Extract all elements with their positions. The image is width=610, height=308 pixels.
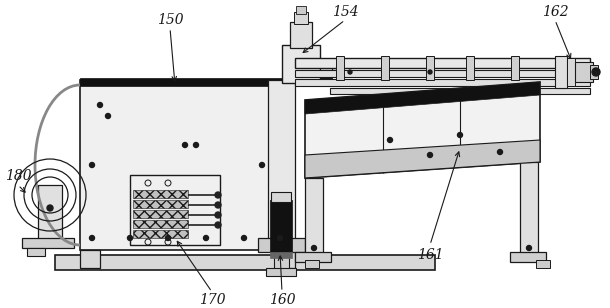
Bar bbox=[80, 250, 100, 268]
Circle shape bbox=[106, 114, 110, 119]
Circle shape bbox=[215, 192, 221, 198]
Circle shape bbox=[428, 70, 432, 74]
Bar bbox=[520, 162, 538, 256]
Bar bbox=[330, 88, 590, 94]
Circle shape bbox=[215, 212, 221, 218]
Bar bbox=[130, 175, 220, 245]
Circle shape bbox=[278, 236, 282, 241]
Bar bbox=[271, 192, 291, 202]
Bar bbox=[296, 6, 306, 14]
Bar bbox=[305, 260, 319, 268]
Bar bbox=[381, 56, 389, 80]
Bar bbox=[510, 252, 546, 262]
Bar bbox=[295, 252, 331, 262]
Circle shape bbox=[90, 163, 95, 168]
Bar bbox=[258, 238, 305, 252]
Bar bbox=[133, 230, 188, 238]
Circle shape bbox=[165, 236, 171, 241]
Bar bbox=[426, 56, 434, 80]
Bar bbox=[133, 200, 188, 208]
Bar bbox=[332, 65, 340, 77]
Bar bbox=[305, 178, 323, 256]
Text: 161: 161 bbox=[417, 248, 443, 262]
Bar bbox=[295, 70, 590, 77]
Circle shape bbox=[182, 143, 187, 148]
Bar bbox=[555, 56, 567, 88]
Circle shape bbox=[127, 236, 132, 241]
Bar bbox=[274, 252, 289, 272]
Text: 180: 180 bbox=[5, 169, 31, 183]
Bar bbox=[336, 56, 344, 80]
Circle shape bbox=[98, 103, 102, 107]
Circle shape bbox=[215, 202, 221, 208]
Bar bbox=[295, 79, 590, 86]
Circle shape bbox=[387, 137, 392, 143]
Bar bbox=[133, 220, 188, 228]
Circle shape bbox=[592, 68, 600, 76]
Circle shape bbox=[458, 132, 462, 137]
Polygon shape bbox=[305, 82, 540, 114]
Bar bbox=[290, 22, 312, 48]
Bar bbox=[80, 78, 295, 86]
Bar bbox=[22, 238, 74, 248]
Text: 170: 170 bbox=[199, 293, 225, 307]
Bar bbox=[133, 190, 188, 198]
Bar bbox=[275, 250, 295, 268]
Text: 160: 160 bbox=[268, 293, 295, 307]
Bar bbox=[266, 268, 296, 276]
Text: 162: 162 bbox=[542, 5, 569, 19]
Bar bbox=[55, 255, 435, 270]
Circle shape bbox=[47, 205, 53, 211]
Circle shape bbox=[348, 70, 352, 74]
Bar bbox=[27, 248, 45, 256]
Bar bbox=[295, 58, 590, 68]
Circle shape bbox=[90, 236, 95, 241]
Bar bbox=[270, 252, 292, 258]
Bar bbox=[133, 210, 188, 218]
Circle shape bbox=[204, 236, 209, 241]
Text: 154: 154 bbox=[332, 5, 358, 19]
Bar bbox=[511, 56, 519, 80]
Circle shape bbox=[193, 143, 198, 148]
Circle shape bbox=[428, 152, 432, 157]
Circle shape bbox=[312, 245, 317, 250]
Bar bbox=[590, 65, 598, 79]
Bar bbox=[575, 62, 593, 82]
Bar bbox=[268, 80, 295, 250]
Circle shape bbox=[526, 245, 531, 250]
Circle shape bbox=[215, 222, 221, 228]
Bar bbox=[270, 200, 292, 252]
Bar bbox=[294, 12, 308, 24]
Bar bbox=[466, 56, 474, 80]
Polygon shape bbox=[305, 140, 540, 178]
Circle shape bbox=[242, 236, 246, 241]
Bar bbox=[282, 45, 320, 83]
Polygon shape bbox=[305, 82, 540, 178]
Bar bbox=[536, 260, 550, 268]
Bar bbox=[320, 60, 332, 78]
Circle shape bbox=[498, 149, 503, 155]
Circle shape bbox=[259, 163, 265, 168]
Bar bbox=[38, 185, 62, 240]
Text: 150: 150 bbox=[157, 13, 184, 27]
Bar bbox=[80, 80, 295, 250]
Bar bbox=[567, 58, 575, 86]
